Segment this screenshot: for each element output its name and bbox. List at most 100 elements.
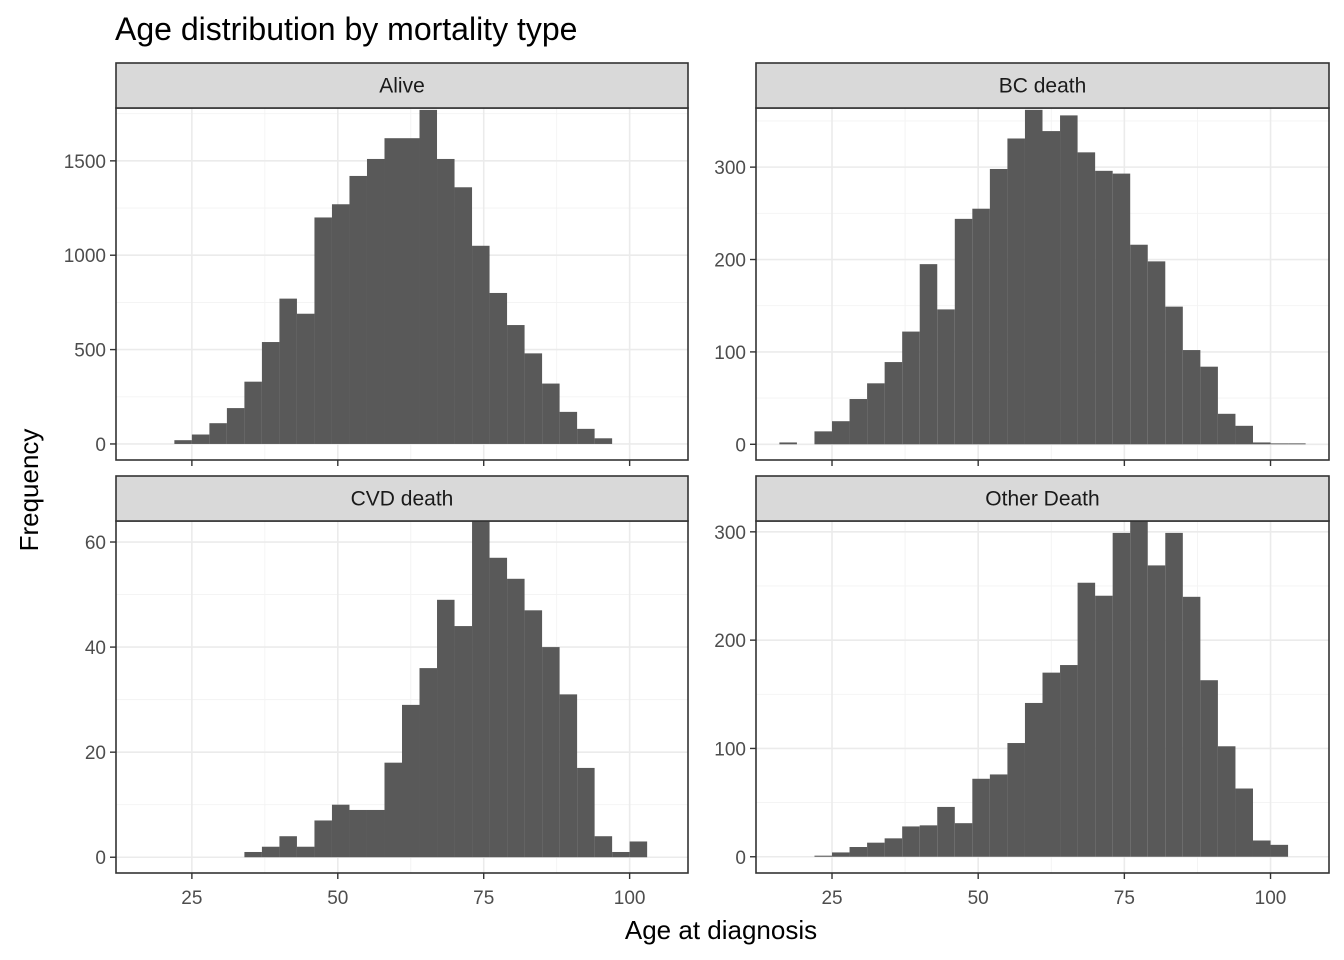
histogram-bar: [1060, 115, 1078, 445]
y-tick-label: 0: [735, 848, 746, 869]
histogram-bar: [867, 842, 885, 857]
y-tick-label: 200: [714, 631, 746, 652]
histogram-bar: [507, 578, 525, 858]
histogram-bar: [489, 292, 508, 444]
histogram-bar: [261, 846, 280, 858]
histogram-bar: [919, 825, 938, 857]
facet-panel-alive: Alive 0 500 1000 1500: [64, 62, 689, 466]
histogram-bar: [902, 826, 920, 857]
y-tick-label: 0: [95, 848, 106, 869]
facet-strip: [755, 62, 1330, 109]
x-tick-label: 25: [821, 888, 842, 909]
histogram-bar: [832, 852, 850, 857]
histogram-bar: [884, 362, 903, 445]
histogram-bar: [1288, 443, 1306, 445]
histogram-bar: [454, 626, 473, 858]
histogram-bar: [1077, 152, 1096, 445]
histogram-bar: [279, 298, 297, 444]
histogram-bar: [989, 774, 1008, 857]
histogram-bar: [1130, 521, 1148, 857]
facet-strip: [755, 475, 1330, 522]
histogram-bar: [384, 138, 402, 444]
y-tick-label: 40: [85, 638, 106, 659]
histogram-bar: [919, 264, 938, 445]
histogram-bar: [779, 442, 797, 445]
histogram-bar: [594, 438, 613, 444]
histogram-bar: [1095, 595, 1113, 857]
histogram-bar: [331, 204, 350, 444]
histogram-bar: [1007, 138, 1025, 445]
histogram-bar: [1024, 702, 1043, 857]
histogram-bar: [954, 823, 973, 857]
histogram-bar: [577, 428, 595, 444]
histogram-bar: [1060, 665, 1078, 857]
x-tick-label: 100: [1255, 888, 1287, 909]
y-tick-label: 60: [85, 533, 106, 554]
y-tick-label: 300: [714, 523, 746, 544]
histogram-bar: [954, 218, 973, 445]
histogram-bar: [489, 557, 508, 858]
facet-strip: [115, 62, 689, 109]
histogram-bar: [366, 158, 385, 444]
histogram-bar: [1042, 131, 1061, 445]
histogram-bar: [814, 431, 833, 445]
histogram-bar: [261, 342, 280, 444]
histogram-bar: [454, 187, 473, 444]
histogram-bar: [1235, 425, 1253, 445]
facet-strip: [115, 475, 689, 522]
histogram-bar: [419, 668, 438, 858]
histogram-bar: [296, 846, 315, 858]
histogram-bar: [1252, 840, 1271, 857]
histogram-bar: [902, 331, 920, 445]
histogram-bar: [1112, 173, 1131, 445]
histogram-bar: [331, 804, 350, 858]
histogram-bar: [174, 440, 192, 444]
histogram-bar: [884, 838, 903, 857]
histogram-bar: [542, 383, 560, 444]
histogram-bar: [937, 309, 955, 445]
y-axis-title: Frequency: [14, 429, 44, 552]
x-tick-label: 100: [614, 888, 646, 909]
histogram-bar: [629, 841, 648, 858]
histogram-bar: [1182, 350, 1201, 445]
y-tick-label: 1000: [64, 246, 106, 267]
histogram-bar: [366, 809, 385, 858]
histogram-bar: [226, 408, 245, 444]
x-tick-label: 50: [327, 888, 348, 909]
histogram-bar: [507, 325, 525, 444]
histogram-bar: [1270, 844, 1289, 857]
histogram-bar: [832, 421, 850, 445]
histogram-bar: [1147, 261, 1166, 445]
histogram-bar: [279, 836, 297, 858]
histogram-bar: [937, 806, 955, 857]
x-tick-label: 50: [968, 888, 989, 909]
histogram-bar: [1095, 170, 1113, 445]
histogram-bar: [1200, 680, 1218, 857]
facet-strip-label: Other Death: [985, 488, 1099, 511]
histogram-bar: [989, 168, 1008, 445]
histogram-bar: [1042, 672, 1061, 857]
y-tick-label: 500: [74, 341, 106, 362]
facet-panel-bc-death: BC death 0 100 200 300: [714, 62, 1330, 466]
histogram-bar: [1165, 306, 1183, 445]
y-tick-label: 20: [85, 743, 106, 764]
histogram-bar: [296, 313, 315, 444]
y-tick-label: 0: [95, 435, 106, 456]
histogram-bar: [1252, 442, 1271, 445]
histogram-bar: [472, 521, 490, 858]
histogram-bar: [349, 175, 367, 444]
histogram-bar: [209, 423, 227, 444]
x-tick-label: 75: [1114, 888, 1135, 909]
histogram-bar: [472, 245, 490, 444]
facet-strip-label: Alive: [379, 75, 425, 98]
histogram-bar: [577, 767, 595, 858]
chart-title: Age distribution by mortality type: [115, 11, 577, 47]
y-tick-label: 100: [714, 739, 746, 760]
histogram-bar: [314, 820, 332, 858]
histogram-bar: [1112, 532, 1131, 857]
histogram-bar: [1217, 746, 1236, 857]
facet-panel-cvd-death: CVD death 0 20 40 60 25 50 75 100: [85, 475, 689, 909]
histogram-bar: [191, 434, 210, 444]
histogram-bar: [1147, 565, 1166, 857]
